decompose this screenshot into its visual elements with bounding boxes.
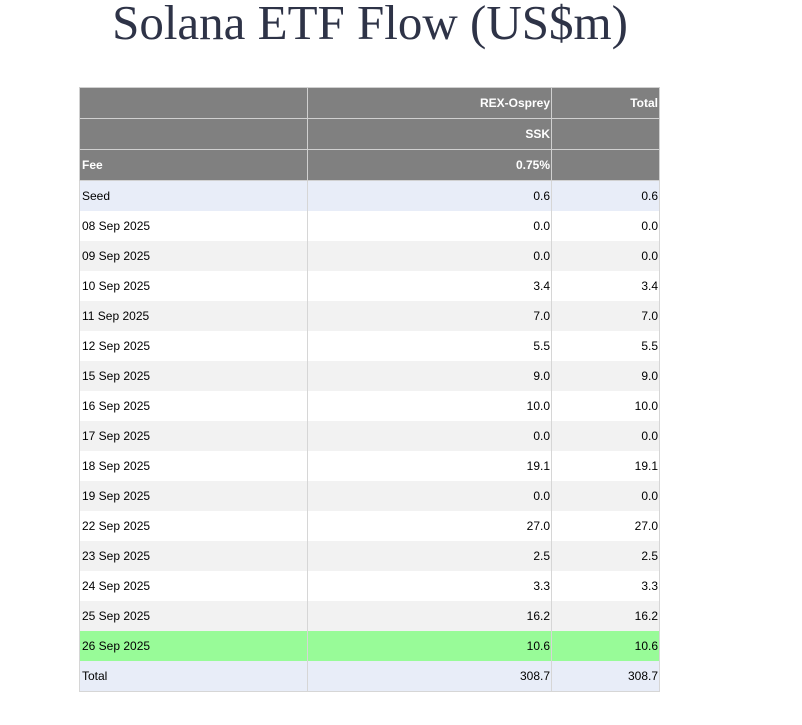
table-row: 25 Sep 2025 16.2 16.2 bbox=[79, 601, 660, 631]
rex-osprey-cell: 19.1 bbox=[307, 451, 552, 481]
total-cell: 3.3 bbox=[551, 571, 660, 601]
rex-osprey-cell: 0.0 bbox=[307, 241, 552, 271]
date-cell: 08 Sep 2025 bbox=[79, 211, 308, 241]
header-cell bbox=[79, 118, 308, 150]
total-cell: 5.5 bbox=[551, 331, 660, 361]
table-row: 19 Sep 2025 0.0 0.0 bbox=[79, 481, 660, 511]
rex-osprey-cell: 16.2 bbox=[307, 601, 552, 631]
total-cell: 0.0 bbox=[551, 421, 660, 451]
rex-osprey-total-cell: 308.7 bbox=[307, 661, 552, 692]
date-cell: 22 Sep 2025 bbox=[79, 511, 308, 541]
total-cell: 0.0 bbox=[551, 481, 660, 511]
total-cell: 10.6 bbox=[551, 631, 660, 661]
date-cell: Seed bbox=[79, 180, 308, 211]
total-cell: 0.6 bbox=[551, 180, 660, 211]
date-cell: 15 Sep 2025 bbox=[79, 361, 308, 391]
rex-osprey-cell: 3.4 bbox=[307, 271, 552, 301]
table-row: 09 Sep 2025 0.0 0.0 bbox=[79, 241, 660, 271]
rex-osprey-cell: 9.0 bbox=[307, 361, 552, 391]
table-row-latest: 26 Sep 2025 10.6 10.6 bbox=[79, 631, 660, 661]
table-row: 15 Sep 2025 9.0 9.0 bbox=[79, 361, 660, 391]
page-title: Solana ETF Flow (US$m) bbox=[112, 0, 628, 50]
header-cell-fee-value: 0.75% bbox=[307, 149, 552, 181]
date-cell: 24 Sep 2025 bbox=[79, 571, 308, 601]
rex-osprey-cell: 7.0 bbox=[307, 301, 552, 331]
total-cell: 0.0 bbox=[551, 241, 660, 271]
date-cell: 09 Sep 2025 bbox=[79, 241, 308, 271]
rex-osprey-cell: 0.6 bbox=[307, 180, 552, 211]
date-cell: 17 Sep 2025 bbox=[79, 421, 308, 451]
header-cell-rex-osprey: REX-Osprey bbox=[307, 87, 552, 119]
total-label-cell: Total bbox=[79, 661, 308, 692]
header-cell bbox=[551, 149, 660, 181]
total-cell: 3.4 bbox=[551, 271, 660, 301]
table-row: 18 Sep 2025 19.1 19.1 bbox=[79, 451, 660, 481]
date-cell: 18 Sep 2025 bbox=[79, 451, 308, 481]
header-row-fund: REX-Osprey Total bbox=[79, 87, 660, 119]
table-row: 16 Sep 2025 10.0 10.0 bbox=[79, 391, 660, 421]
header-cell-ticker: SSK bbox=[307, 118, 552, 150]
rex-osprey-cell: 5.5 bbox=[307, 331, 552, 361]
date-cell: 19 Sep 2025 bbox=[79, 481, 308, 511]
table-row: 11 Sep 2025 7.0 7.0 bbox=[79, 301, 660, 331]
rex-osprey-cell: 10.0 bbox=[307, 391, 552, 421]
total-cell: 16.2 bbox=[551, 601, 660, 631]
rex-osprey-cell: 10.6 bbox=[307, 631, 552, 661]
table-row: 10 Sep 2025 3.4 3.4 bbox=[79, 271, 660, 301]
table-row: 12 Sep 2025 5.5 5.5 bbox=[79, 331, 660, 361]
table-row: 22 Sep 2025 27.0 27.0 bbox=[79, 511, 660, 541]
date-cell: 10 Sep 2025 bbox=[79, 271, 308, 301]
header-cell bbox=[79, 87, 308, 119]
total-cell: 10.0 bbox=[551, 391, 660, 421]
rex-osprey-cell: 2.5 bbox=[307, 541, 552, 571]
header-cell bbox=[551, 118, 660, 150]
rex-osprey-cell: 0.0 bbox=[307, 481, 552, 511]
table-row: 08 Sep 2025 0.0 0.0 bbox=[79, 211, 660, 241]
header-row-fee: Fee 0.75% bbox=[79, 149, 660, 181]
total-cell: 9.0 bbox=[551, 361, 660, 391]
rex-osprey-cell: 3.3 bbox=[307, 571, 552, 601]
date-cell: 16 Sep 2025 bbox=[79, 391, 308, 421]
date-cell: 25 Sep 2025 bbox=[79, 601, 308, 631]
rex-osprey-cell: 0.0 bbox=[307, 211, 552, 241]
grand-total-cell: 308.7 bbox=[551, 661, 660, 692]
date-cell: 26 Sep 2025 bbox=[79, 631, 308, 661]
date-cell: 11 Sep 2025 bbox=[79, 301, 308, 331]
table-row: Seed 0.6 0.6 bbox=[79, 180, 660, 211]
total-cell: 7.0 bbox=[551, 301, 660, 331]
rex-osprey-cell: 0.0 bbox=[307, 421, 552, 451]
total-cell: 27.0 bbox=[551, 511, 660, 541]
total-cell: 0.0 bbox=[551, 211, 660, 241]
header-cell-fee-label: Fee bbox=[79, 149, 308, 181]
table-row: 17 Sep 2025 0.0 0.0 bbox=[79, 421, 660, 451]
header-cell-total: Total bbox=[551, 87, 660, 119]
total-cell: 19.1 bbox=[551, 451, 660, 481]
table-row: 23 Sep 2025 2.5 2.5 bbox=[79, 541, 660, 571]
header-row-ticker: SSK bbox=[79, 118, 660, 150]
rex-osprey-cell: 27.0 bbox=[307, 511, 552, 541]
date-cell: 12 Sep 2025 bbox=[79, 331, 308, 361]
etf-flow-table: REX-Osprey Total SSK Fee 0.75% Seed 0.6 … bbox=[79, 87, 660, 692]
date-cell: 23 Sep 2025 bbox=[79, 541, 308, 571]
table-row-total: Total 308.7 308.7 bbox=[79, 661, 660, 692]
total-cell: 2.5 bbox=[551, 541, 660, 571]
table-row: 24 Sep 2025 3.3 3.3 bbox=[79, 571, 660, 601]
